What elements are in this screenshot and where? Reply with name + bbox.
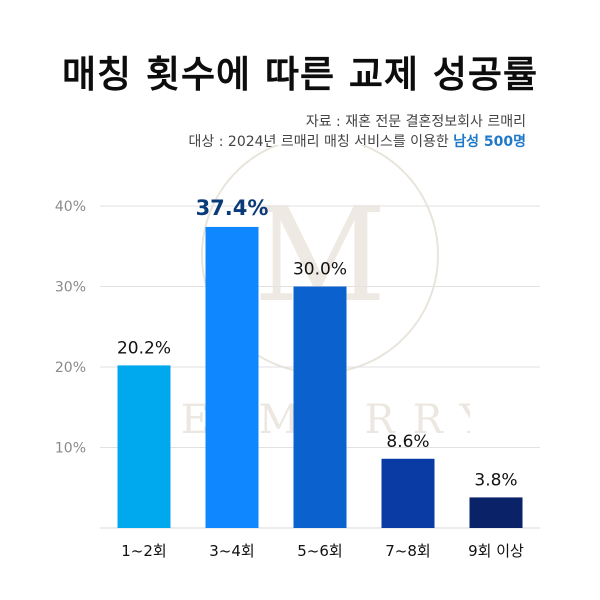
data-labels: 20.2% 37.4% 30.0% 8.6% 3.8%	[117, 196, 518, 490]
y-tick-label: 40%	[55, 199, 86, 215]
source-line: 자료 : 재혼 전문 결혼정보회사 르매리	[305, 114, 526, 130]
x-tick-label: 5~6회	[297, 542, 342, 560]
x-tick-label: 3~4회	[209, 542, 254, 560]
y-tick-label: 10%	[55, 441, 86, 457]
chart-title: 매칭 횟수에 따른 교제 성공률	[61, 53, 538, 96]
bar	[117, 365, 171, 528]
x-tick-label: 7~8회	[385, 542, 430, 560]
bar	[293, 286, 347, 528]
data-label: 30.0%	[293, 260, 347, 280]
data-label: 37.4%	[196, 196, 269, 220]
bar	[469, 497, 523, 528]
data-label: 8.6%	[386, 432, 429, 452]
target-highlight: 남성 500명	[453, 134, 526, 150]
y-axis-ticks: 10% 20% 30% 40%	[55, 199, 86, 457]
bar	[381, 458, 435, 528]
data-label: 20.2%	[117, 338, 171, 358]
bars	[117, 226, 523, 528]
y-tick-label: 30%	[55, 280, 86, 296]
x-tick-label: 9회 이상	[468, 542, 524, 560]
y-tick-label: 20%	[55, 360, 86, 376]
x-tick-label: 1~2회	[121, 542, 166, 560]
bar	[205, 226, 259, 528]
data-label: 3.8%	[474, 470, 517, 490]
x-axis-ticks: 1~2회 3~4회 5~6회 7~8회 9회 이상	[121, 542, 524, 560]
